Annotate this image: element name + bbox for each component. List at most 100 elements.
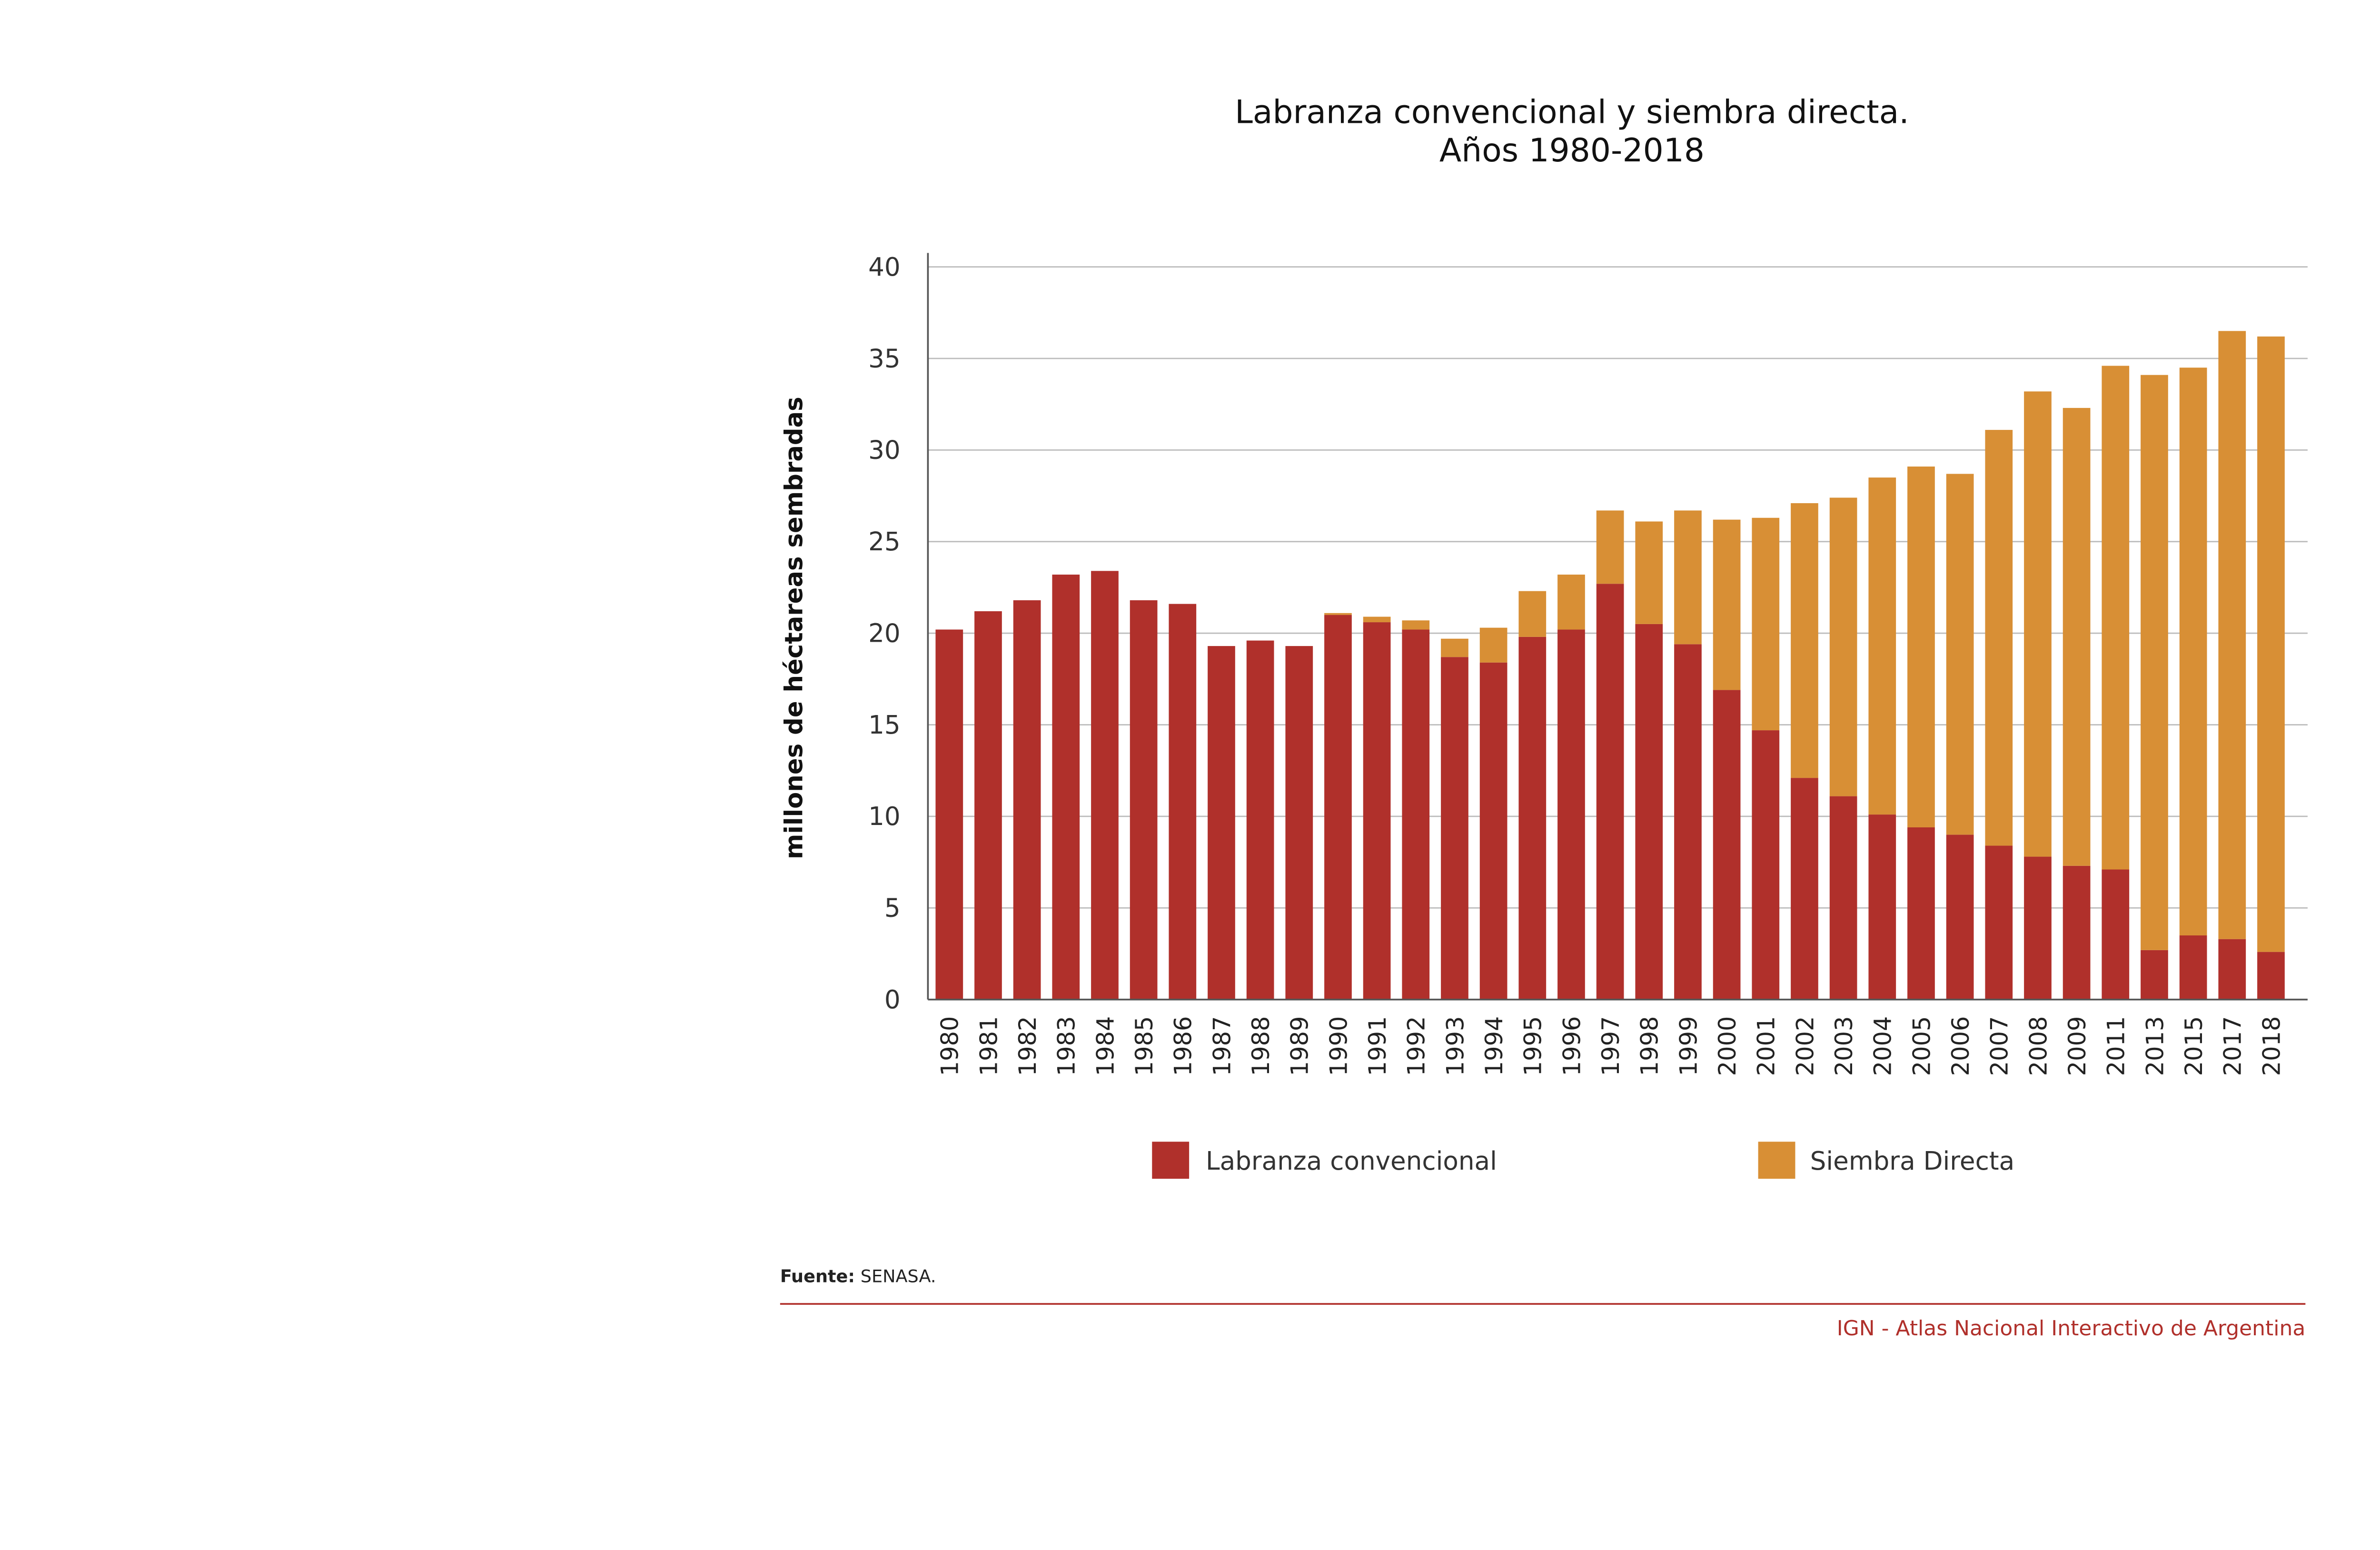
- bar-labranza-1980: [935, 629, 963, 1000]
- y-axis-label: millones de héctareas sembradas: [780, 397, 809, 859]
- bar-siembra-1993: [1441, 638, 1468, 657]
- bar-siembra-2008: [2024, 391, 2052, 857]
- bar-labranza-2005: [1907, 827, 1935, 1000]
- x-tick-label: 1982: [1014, 1016, 1041, 1076]
- x-tick-label: 1989: [1286, 1016, 1314, 1076]
- x-tick-label: 1998: [1636, 1016, 1664, 1076]
- bar-labranza-1988: [1246, 640, 1274, 1000]
- x-tick-label: 1995: [1519, 1016, 1547, 1076]
- bar-labranza-1993: [1441, 657, 1468, 1000]
- x-tick-label: 1987: [1208, 1016, 1236, 1076]
- bar-labranza-1987: [1208, 646, 1235, 1000]
- y-tick-label: 20: [868, 618, 901, 648]
- legend-label-siembra: Siembra Directa: [1810, 1146, 2015, 1176]
- chart-title-line-1: Labranza convencional y siembra directa.: [1235, 93, 1909, 130]
- bar-siembra-2001: [1752, 517, 1780, 731]
- bar-labranza-1984: [1091, 571, 1119, 1000]
- x-tick-label: 1997: [1597, 1016, 1625, 1076]
- bar-siembra-1995: [1518, 591, 1547, 637]
- y-tick-label: 30: [868, 436, 901, 465]
- x-tick-label: 1981: [975, 1016, 1002, 1076]
- bar-siembra-1996: [1557, 575, 1585, 630]
- legend-swatch-labranza: [1152, 1142, 1190, 1179]
- x-tick-label: 1984: [1091, 1016, 1119, 1076]
- bar-siembra-2011: [2102, 366, 2130, 870]
- bar-labranza-2015: [2179, 935, 2207, 1000]
- y-tick-label: 40: [868, 252, 901, 282]
- source-value: SENASA.: [861, 1266, 936, 1286]
- x-tick-label: 2018: [2258, 1016, 2285, 1076]
- x-tick-label: 2006: [1947, 1016, 1974, 1076]
- bar-labranza-1983: [1052, 575, 1080, 1000]
- bar-siembra-1999: [1674, 510, 1702, 645]
- bar-siembra-2004: [1868, 477, 1896, 815]
- bar-labranza-1997: [1596, 584, 1624, 1000]
- x-tick-label: 2015: [2180, 1016, 2208, 1076]
- bar-labranza-2000: [1713, 690, 1741, 1000]
- bar-labranza-2001: [1752, 730, 1780, 1000]
- bar-labranza-1985: [1130, 600, 1158, 1000]
- x-tick-label: 2004: [1869, 1016, 1897, 1076]
- y-tick-label: 25: [868, 527, 901, 556]
- bar-siembra-2005: [1907, 467, 1935, 827]
- x-tick-label: 2007: [1986, 1016, 2013, 1076]
- legend-swatch-siembra: [1758, 1142, 1795, 1179]
- bar-siembra-2015: [2179, 368, 2207, 935]
- bar-siembra-1994: [1479, 627, 1507, 663]
- x-tick-label: 2011: [2102, 1016, 2130, 1076]
- bar-labranza-2004: [1868, 815, 1896, 1000]
- x-tick-label: 1999: [1675, 1016, 1702, 1076]
- chart: Labranza convencional y siembra directa.…: [780, 93, 2308, 1341]
- bar-siembra-2000: [1713, 519, 1741, 690]
- bar-labranza-1986: [1169, 604, 1197, 1000]
- bar-siembra-1998: [1635, 521, 1663, 624]
- bar-labranza-1982: [1013, 600, 1041, 1000]
- bar-siembra-2002: [1791, 503, 1818, 778]
- bar-siembra-2009: [2063, 407, 2091, 866]
- bar-labranza-1992: [1402, 629, 1430, 1000]
- bar-siembra-2013: [2141, 375, 2168, 950]
- x-tick-label: 1994: [1480, 1016, 1508, 1076]
- bar-labranza-1981: [974, 611, 1002, 1000]
- x-tick-label: 2013: [2141, 1016, 2169, 1076]
- x-tick-label: 2000: [1714, 1016, 1741, 1076]
- bar-labranza-1996: [1557, 629, 1585, 1000]
- x-tick-label: 2017: [2219, 1016, 2247, 1076]
- bar-siembra-1997: [1596, 510, 1624, 584]
- bar-labranza-1994: [1479, 662, 1507, 1000]
- bar-siembra-2017: [2218, 331, 2246, 939]
- x-tick-label: 2009: [2063, 1016, 2091, 1076]
- x-tick-label: 1993: [1441, 1016, 1469, 1076]
- y-tick-label: 35: [868, 344, 901, 373]
- bar-labranza-2006: [1946, 835, 1974, 1000]
- bar-labranza-1989: [1285, 646, 1313, 1000]
- bar-labranza-2013: [2141, 950, 2168, 1000]
- x-tick-label: 2001: [1753, 1016, 1780, 1076]
- bar-siembra-2007: [1985, 430, 2013, 846]
- bar-siembra-2018: [2257, 336, 2285, 952]
- bar-siembra-1992: [1402, 620, 1430, 630]
- x-tick-label: 1980: [936, 1016, 964, 1076]
- bar-labranza-1991: [1363, 622, 1391, 1000]
- source-label: Fuente:: [780, 1266, 855, 1286]
- legend: Labranza convencional Siembra Directa: [1152, 1142, 2014, 1179]
- x-tick-label: 1983: [1053, 1016, 1081, 1076]
- bar-labranza-1998: [1635, 624, 1663, 1000]
- x-tick-label: 1986: [1170, 1016, 1197, 1076]
- chart-title-line-2: Años 1980-2018: [1439, 131, 1705, 169]
- y-tick-label: 0: [884, 985, 901, 1014]
- legend-label-labranza: Labranza convencional: [1206, 1146, 1497, 1176]
- bar-labranza-2007: [1985, 845, 2013, 1000]
- x-tick-label: 1991: [1364, 1016, 1391, 1076]
- x-tick-label: 1990: [1325, 1016, 1352, 1076]
- bar-labranza-2003: [1829, 796, 1857, 1000]
- bar-siembra-1990: [1324, 613, 1352, 615]
- bar-siembra-2003: [1829, 497, 1857, 796]
- y-tick-label: 5: [884, 894, 901, 923]
- x-tick-label: 2008: [2024, 1016, 2052, 1076]
- source-note: Fuente: SENASA.: [780, 1266, 936, 1286]
- x-tick-label: 2003: [1830, 1016, 1858, 1076]
- y-tick-label: 15: [868, 710, 901, 740]
- x-tick-label: 1988: [1247, 1016, 1275, 1076]
- bar-labranza-2017: [2218, 939, 2246, 1000]
